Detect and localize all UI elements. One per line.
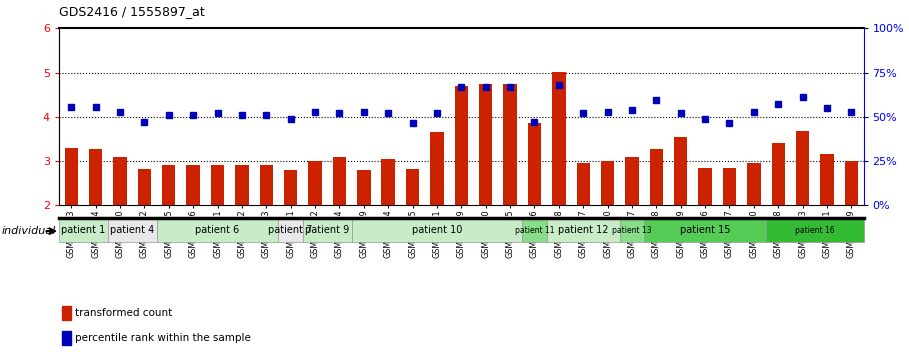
Text: percentile rank within the sample: percentile rank within the sample [75, 332, 251, 343]
Bar [820, 154, 834, 205]
Text: patient 1: patient 1 [61, 225, 105, 235]
Bar [114, 156, 126, 205]
FancyBboxPatch shape [278, 218, 303, 242]
FancyBboxPatch shape [523, 218, 546, 242]
Bar [284, 170, 297, 205]
Bar [625, 156, 639, 205]
FancyBboxPatch shape [766, 218, 864, 242]
Text: patient 11: patient 11 [514, 225, 554, 235]
Bar [528, 124, 541, 205]
Bar [552, 72, 565, 205]
FancyBboxPatch shape [156, 218, 278, 242]
FancyBboxPatch shape [644, 218, 766, 242]
Bar [382, 159, 395, 205]
Bar [454, 86, 468, 205]
Text: patient 6: patient 6 [195, 225, 240, 235]
Text: patient 9: patient 9 [305, 225, 349, 235]
Text: transformed count: transformed count [75, 308, 173, 318]
FancyBboxPatch shape [108, 218, 156, 242]
Text: patient 10: patient 10 [412, 225, 462, 235]
Text: GDS2416 / 1555897_at: GDS2416 / 1555897_at [59, 5, 205, 18]
FancyBboxPatch shape [59, 218, 108, 242]
Bar [62, 331, 71, 344]
Bar [674, 137, 687, 205]
FancyBboxPatch shape [546, 218, 620, 242]
Bar [186, 165, 200, 205]
Text: patient 12: patient 12 [558, 225, 608, 235]
Bar [723, 168, 736, 205]
FancyBboxPatch shape [303, 218, 352, 242]
Text: patient 7: patient 7 [268, 225, 313, 235]
Bar [772, 143, 785, 205]
Bar [844, 161, 858, 205]
Bar [65, 148, 78, 205]
Text: patient 15: patient 15 [680, 225, 730, 235]
Text: individual: individual [2, 226, 56, 236]
Bar [89, 149, 103, 205]
Bar [650, 149, 663, 205]
Text: patient 13: patient 13 [612, 225, 652, 235]
Bar [601, 161, 614, 205]
Bar [211, 166, 225, 205]
Bar [357, 170, 371, 205]
Bar [504, 84, 517, 205]
Bar [162, 165, 175, 205]
Bar [576, 163, 590, 205]
Bar [405, 169, 419, 205]
Bar [698, 168, 712, 205]
Text: patient 16: patient 16 [795, 225, 834, 235]
FancyBboxPatch shape [620, 218, 644, 242]
Bar [796, 131, 809, 205]
Bar [137, 169, 151, 205]
Bar [308, 161, 322, 205]
Text: patient 4: patient 4 [110, 225, 155, 235]
Bar [260, 166, 273, 205]
Bar [235, 165, 249, 205]
Bar [333, 156, 346, 205]
FancyBboxPatch shape [352, 218, 523, 242]
Bar [479, 84, 493, 205]
Bar [62, 306, 71, 320]
Bar [747, 163, 761, 205]
Bar [430, 132, 444, 205]
